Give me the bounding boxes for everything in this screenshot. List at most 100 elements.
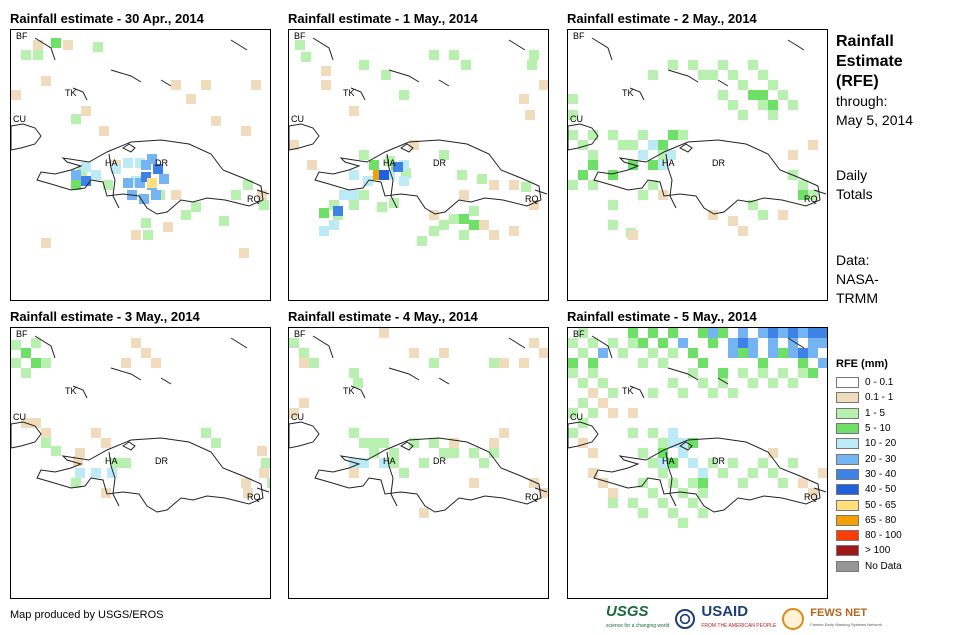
rainfall-cell <box>668 508 678 518</box>
rainfall-cell <box>259 468 269 478</box>
rainfall-cell <box>499 428 509 438</box>
rainfall-cell <box>808 368 818 378</box>
rainfall-cell <box>808 190 818 200</box>
rainfall-cell <box>299 358 309 368</box>
rainfall-cell <box>489 180 499 190</box>
rainfall-cell <box>818 338 827 348</box>
rainfall-cell <box>568 338 578 348</box>
rainfall-cell <box>688 498 698 508</box>
rainfall-cell <box>698 478 708 488</box>
rainfall-cell <box>708 388 718 398</box>
rainfall-cell <box>678 488 688 498</box>
rainfall-cell <box>393 162 403 172</box>
place-label-ha: HA <box>105 158 118 168</box>
rainfall-cell <box>399 90 409 100</box>
rainfall-cell <box>788 328 798 338</box>
rainfall-cell <box>588 130 598 140</box>
rainfall-cell <box>267 478 270 488</box>
island-coastline <box>110 69 142 83</box>
rainfall-cell <box>295 40 305 50</box>
rainfall-cell <box>778 478 788 488</box>
legend-swatch <box>836 453 859 465</box>
rainfall-cell <box>489 448 499 458</box>
rainfall-cell <box>377 202 387 212</box>
rainfall-cell <box>688 368 698 378</box>
island-coastline <box>438 377 450 385</box>
rainfall-cell <box>71 170 81 180</box>
map-svg: BF TK CU HA DR RQ <box>11 31 270 258</box>
rainfall-cell <box>728 348 738 358</box>
place-label-dr: DR <box>155 456 168 466</box>
rainfall-cell <box>241 478 251 488</box>
rainfall-cell <box>201 80 211 90</box>
country-border <box>108 451 120 507</box>
rainfall-cell <box>708 458 718 468</box>
rainfall-cell <box>798 358 808 368</box>
rainfall-cell <box>668 378 678 388</box>
rainfall-cell <box>668 328 678 338</box>
hispaniola-coastline <box>314 139 542 215</box>
rainfall-cell <box>678 338 688 348</box>
rainfall-cell <box>385 170 395 180</box>
rainfall-cell <box>678 130 688 140</box>
rainfall-cell <box>141 172 151 182</box>
rainfall-cell <box>738 478 748 488</box>
rainfall-cell <box>668 458 678 468</box>
rainfall-map-3: BF TK CU HA DR RQ <box>567 29 828 301</box>
rainfall-cell <box>349 428 359 438</box>
rainfall-cell <box>139 194 149 204</box>
rainfall-cell <box>151 190 161 200</box>
rainfall-cell <box>509 180 519 190</box>
country-border <box>386 451 398 507</box>
rainfall-cell <box>738 368 748 378</box>
rainfall-cell <box>788 348 798 358</box>
rainfall-cell <box>578 328 588 338</box>
rainfall-cell <box>648 428 658 438</box>
island-coastline <box>591 37 613 61</box>
rainfall-cell <box>578 348 588 358</box>
rainfall-cell <box>11 90 21 100</box>
cuba-coastline <box>11 123 42 151</box>
logo-strip: USGS science for a changing world USAID … <box>606 604 882 634</box>
rainfall-cell <box>668 478 678 488</box>
rainfall-cell <box>578 438 588 448</box>
rainfall-cell <box>808 488 818 498</box>
fewsnet-logo: FEWS NET Famine Early Warning Systems Ne… <box>810 607 882 631</box>
legend-item: 1 - 5 <box>836 406 902 421</box>
island-coastline <box>72 385 88 399</box>
rainfall-cell <box>131 338 141 348</box>
rainfall-cell <box>678 518 688 528</box>
legend-rows: 0 - 0.1 0.1 - 1 1 - 5 5 - 10 10 - 20 20 - 30 3… <box>836 375 902 574</box>
usaid-tagline: FROM THE AMERICAN PEOPLE <box>701 623 777 629</box>
rainfall-cell <box>339 190 349 200</box>
country-border <box>665 153 677 209</box>
legend-swatch <box>836 514 859 526</box>
place-label-tk: TK <box>343 386 355 396</box>
rainfall-cell <box>628 408 638 418</box>
rainfall-cell <box>578 378 588 388</box>
rainfall-cell <box>658 438 668 448</box>
rainfall-cell <box>738 338 748 348</box>
panel-title-3: Rainfall estimate - 2 May., 2014 <box>567 11 757 26</box>
rainfall-cell <box>718 468 728 478</box>
legend-label: 1 - 5 <box>865 407 886 419</box>
island-coastline <box>256 487 270 493</box>
rainfall-cell <box>379 438 389 448</box>
usaid-seal-icon <box>675 609 696 629</box>
rainfall-cell <box>808 348 818 358</box>
rainfall-cell <box>808 338 818 348</box>
rainfall-cell <box>568 358 578 368</box>
rainfall-cell <box>768 338 778 348</box>
rainfall-cell <box>399 160 409 170</box>
rainfall-cell <box>159 174 169 184</box>
rainfall-cell <box>798 478 808 488</box>
rainfall-cell <box>73 456 83 466</box>
legend-item: 80 - 100 <box>836 528 902 543</box>
rfe-legend: RFE (mm) 0 - 0.1 0.1 - 1 1 - 5 5 - 10 10 - 2… <box>836 358 902 574</box>
rainfall-cell <box>539 348 548 358</box>
rainfall-cell <box>111 458 121 468</box>
island-coastline <box>350 385 366 399</box>
rainfall-cell <box>41 76 51 86</box>
legend-item: 65 - 80 <box>836 513 902 528</box>
usaid-logo: USAID FROM THE AMERICAN PEOPLE <box>701 604 776 634</box>
